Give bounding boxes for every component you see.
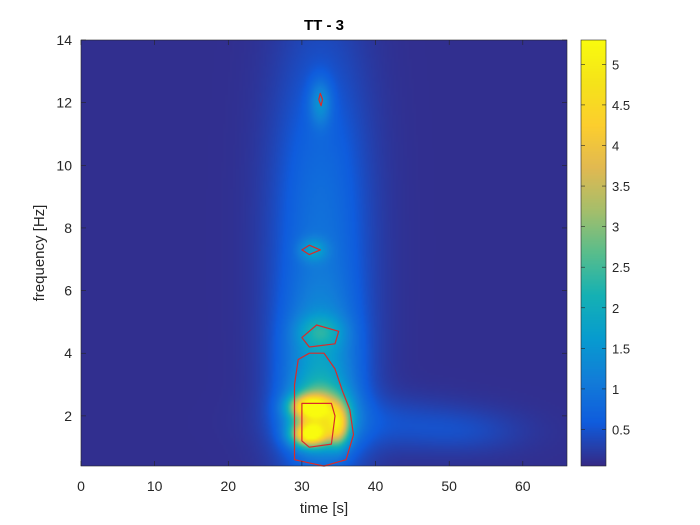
x-tick-label: 10: [147, 478, 163, 494]
colorbar-tick-label: 1: [612, 382, 619, 397]
contour-line: [301, 402, 336, 448]
y-tick-label: 10: [56, 157, 72, 173]
plot-area: [80, 39, 568, 467]
colorbar-tick-label: 4: [612, 138, 619, 153]
y-axis: 2 4 6 8 10 12 14: [56, 32, 567, 424]
x-axis: 0 10 20 30 40 50 60: [77, 40, 531, 494]
x-tick-label: 60: [515, 478, 531, 494]
colorbar-tick-label: 0.5: [612, 422, 630, 437]
contour-line: [318, 92, 324, 107]
y-tick-label: 8: [64, 220, 72, 236]
colorbar-tick-label: 1.5: [612, 341, 630, 356]
colorbar-tick-label: 3: [612, 220, 619, 235]
x-tick-label: 0: [77, 478, 85, 494]
y-tick-label: 12: [56, 95, 72, 111]
y-tick-label: 2: [64, 408, 72, 424]
contour-line: [301, 244, 321, 256]
chart-title: TT - 3: [304, 17, 344, 34]
x-tick-label: 40: [368, 478, 384, 494]
colorbar-tick-label: 4.5: [612, 98, 630, 113]
y-tick-label: 6: [64, 283, 72, 299]
colorbar-tick-label: 2.5: [612, 260, 630, 275]
colorbar-tick-label: 3.5: [612, 179, 630, 194]
colorbar: 0.5 1 1.5 2 2.5 3 3.5 4 4.5 5: [580, 39, 630, 467]
colorbar-ticks: 0.5 1 1.5 2 2.5 3 3.5 4 4.5 5: [581, 57, 630, 437]
x-tick-label: 20: [220, 478, 236, 494]
plot-frame: [80, 39, 568, 467]
x-tick-label: 50: [441, 478, 457, 494]
heatmap-image: [81, 40, 567, 466]
colorbar-frame: [580, 39, 607, 467]
colorbar-tick-label: 5: [612, 57, 619, 72]
colorbar-gradient: [581, 40, 606, 466]
colorbar-tick-label: 2: [612, 301, 619, 316]
contour-line: [301, 324, 340, 348]
x-axis-label: time [s]: [300, 500, 348, 517]
y-tick-label: 14: [56, 32, 72, 48]
y-tick-label: 4: [64, 345, 72, 361]
y-axis-label: frequency [Hz]: [31, 205, 48, 302]
x-tick-label: 30: [294, 478, 310, 494]
